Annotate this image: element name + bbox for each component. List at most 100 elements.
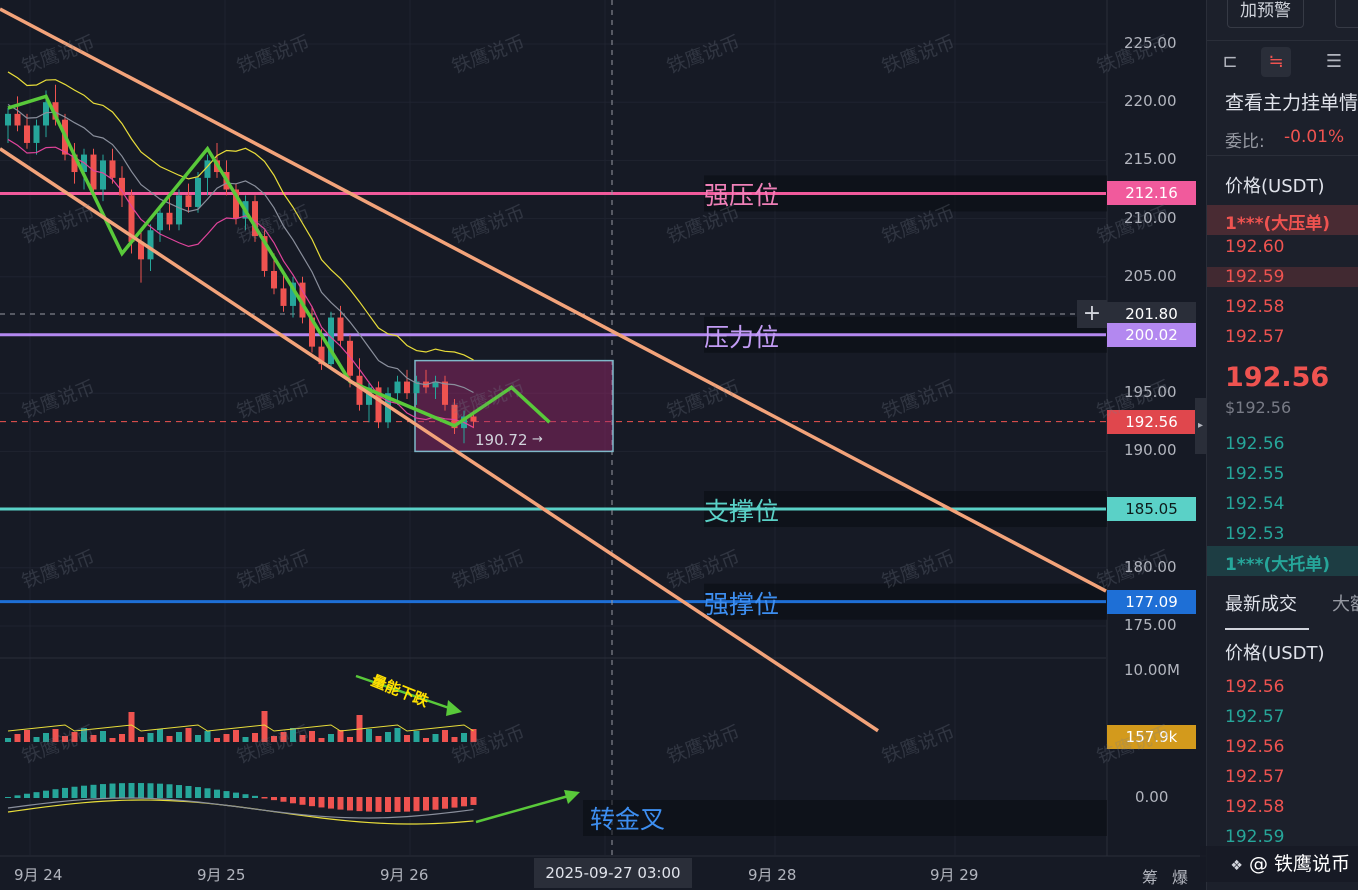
ask-row[interactable]: 192.58 (1225, 297, 1285, 317)
lower-band-line (7, 138, 474, 428)
layout-bids-icon[interactable]: ☰ (1325, 51, 1343, 72)
time-tick-label: 9月 24 (14, 866, 63, 884)
candle-body (195, 177, 201, 207)
candle-body (71, 154, 78, 173)
macd-bar (337, 797, 344, 810)
volume-bar (185, 728, 192, 742)
macd-bar (261, 797, 268, 799)
candle-body (52, 102, 59, 120)
channel-lower-line (0, 147, 879, 733)
macd-bar (176, 785, 182, 798)
bid-row[interactable]: 192.55 (1225, 464, 1285, 484)
price-tick-label: 220.00 (1124, 92, 1177, 111)
trades-header: 价格(USDT) (1225, 643, 1325, 664)
volume-bar (375, 736, 382, 742)
macd-bar (356, 797, 363, 812)
candle-body (252, 201, 258, 237)
volume-bar (109, 738, 116, 742)
trade-row: 192.57 (1225, 767, 1285, 787)
volume-bar (404, 735, 410, 742)
tab-big-trades[interactable]: 大额 (1332, 594, 1358, 615)
volume-bar (138, 737, 144, 742)
chip-label[interactable]: 筹 (1142, 868, 1159, 887)
zigzag-line (7, 94, 551, 428)
channel-upper-line (0, 7, 1107, 593)
macd-bar (71, 786, 78, 798)
candle-body (166, 212, 173, 225)
candle-body (470, 416, 477, 422)
candle-body (100, 160, 106, 190)
volume-bar (280, 732, 287, 742)
more-button[interactable] (1335, 0, 1358, 28)
depth-title[interactable]: 查看主力挂单情 (1225, 92, 1358, 114)
tab-latest-trades[interactable]: 最新成交 (1225, 594, 1297, 615)
macd-bar (214, 789, 220, 798)
macd-bar (442, 797, 448, 809)
candle-body (318, 346, 325, 365)
macd-bar (5, 797, 11, 798)
ask-row[interactable]: 192.59 (1207, 267, 1358, 287)
volume-bar (394, 728, 401, 742)
ask-row[interactable]: 192.60 (1225, 237, 1285, 257)
macd-bar (347, 797, 353, 811)
candle-body (451, 404, 458, 429)
volume-bar (309, 731, 315, 742)
candle-body (309, 317, 315, 347)
volume-bar (318, 738, 325, 742)
bid-row[interactable]: 192.54 (1225, 494, 1285, 514)
candle-body (328, 317, 334, 365)
macd-bar (328, 797, 334, 809)
macd-bar (451, 797, 458, 808)
trade-row: 192.56 (1225, 737, 1285, 757)
macd-bar (147, 783, 154, 798)
price-chart[interactable]: → (0, 0, 1206, 890)
macd-bar (52, 789, 59, 798)
big-bid-row[interactable]: 1***(大托单) (1207, 546, 1358, 576)
volume-bar (299, 735, 306, 742)
bid-row[interactable]: 192.56 (1225, 434, 1285, 454)
macd-bar (81, 785, 87, 798)
price-tick-label: 180.00 (1124, 557, 1177, 576)
macd-trend-arrow (475, 793, 573, 824)
volume-bar (24, 730, 30, 742)
volume-axis-label: 10.00M (1124, 661, 1180, 679)
macd-line (7, 797, 474, 819)
bid-row[interactable]: 192.53 (1225, 524, 1285, 544)
add-alert-button[interactable]: 加预警 (1227, 0, 1304, 28)
level-label: 支撑位 (704, 497, 780, 527)
time-tick-label: 9月 29 (930, 866, 979, 884)
price-tag: 185.05 (1107, 497, 1196, 522)
trade-row: 192.56 (1225, 677, 1285, 697)
price-tick-label: 175.00 (1124, 616, 1177, 634)
layout-asks-icon[interactable]: ≒ (1261, 47, 1291, 77)
volume-bar (470, 729, 477, 742)
volume-bar (14, 734, 21, 742)
low-arrow-icon: → (532, 432, 543, 447)
volume-bar (423, 738, 429, 742)
big-ask-row[interactable]: 1***(大压单) (1207, 205, 1358, 235)
volume-bar (366, 729, 372, 742)
ratio-label: 委比: (1225, 132, 1265, 152)
crosshair-plus-icon[interactable]: + (1077, 300, 1107, 328)
order-book-panel[interactable]: 加预警 ⊏ ≒ ☰ 查看主力挂单情 委比: -0.01% 价格(USDT) 1*… (1206, 0, 1358, 890)
volume-bar (347, 737, 353, 742)
volume-bar (223, 734, 230, 742)
big-ask-label: 1***(大压单) (1225, 214, 1331, 234)
macd-bar (195, 787, 201, 798)
panel-collapse-icon[interactable]: ▸ (1195, 398, 1206, 454)
layout-both-icon[interactable]: ⊏ (1222, 51, 1238, 72)
big-bid-label: 1***(大托单) (1225, 555, 1331, 575)
volume-bar (290, 728, 296, 742)
candle-body (128, 195, 135, 242)
volume-bar (233, 730, 239, 742)
volume-bar (128, 712, 135, 742)
candle-body (233, 189, 239, 219)
candle-body (394, 381, 401, 394)
volume-bar (442, 730, 448, 742)
volume-bar (204, 731, 211, 742)
burst-label[interactable]: 爆 (1172, 868, 1189, 887)
ask-row[interactable]: 192.57 (1225, 327, 1285, 347)
candle-body (138, 241, 144, 260)
volume-bar (157, 729, 163, 742)
